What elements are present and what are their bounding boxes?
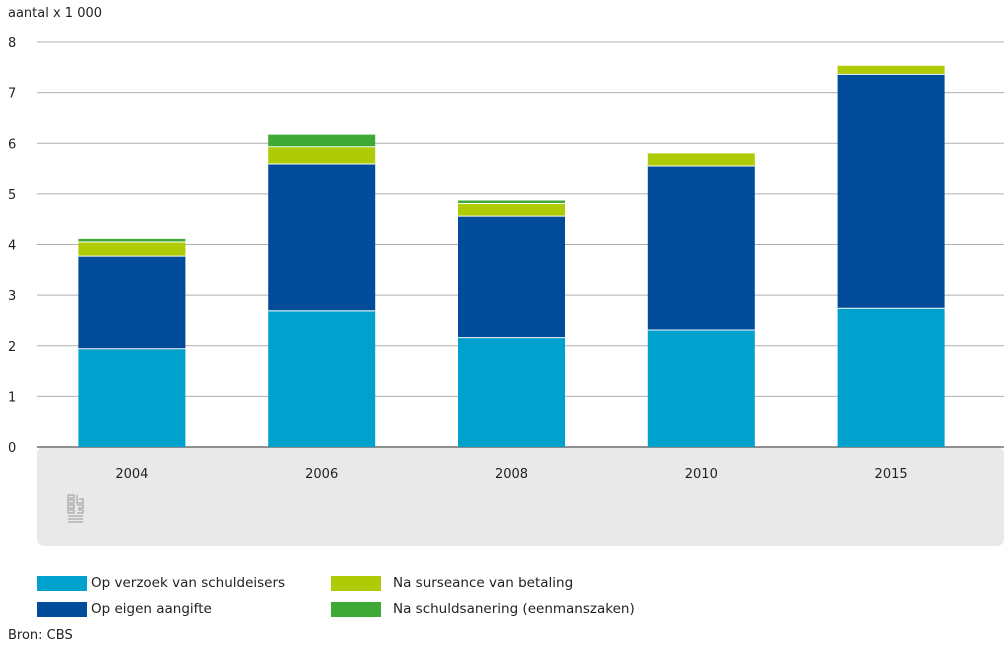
legend-swatch (37, 575, 87, 591)
bar-segment (458, 202, 565, 216)
y-tick-label: 4 (8, 239, 16, 254)
bar-segment (78, 255, 186, 349)
y-tick-label: 5 (8, 188, 16, 203)
bars (78, 63, 945, 447)
x-axis-ticks: 2004 2006 2008 2010 2015 (115, 467, 907, 482)
chart: 0 1 2 3 4 5 6 7 8 2004 2006 2008 2010 2015 (8, 36, 1004, 546)
bar-segment (458, 199, 565, 203)
bar-segment (78, 348, 186, 447)
bar-segment (268, 310, 376, 447)
y-axis-ticks: 0 1 2 3 4 5 6 7 8 (8, 36, 16, 456)
bar-segment (647, 152, 755, 166)
x-tick-label: 2015 (875, 467, 908, 482)
legend-item: Op verzoek van schuldeisers (37, 575, 285, 591)
y-tick-label: 2 (8, 340, 16, 355)
bar-segment (647, 329, 755, 447)
y-tick-label: 3 (8, 289, 16, 304)
legend-label: Op verzoek van schuldeisers (91, 575, 286, 591)
bar-segment (837, 64, 945, 74)
bar-segment (458, 337, 565, 447)
bar-segment (268, 146, 376, 164)
bar-segment (458, 215, 565, 338)
bar-segment (837, 73, 945, 308)
legend-item: Na surseance van betaling (331, 575, 573, 591)
plot-footer-band (37, 447, 1004, 546)
legend-swatch (37, 601, 87, 617)
y-tick-label: 7 (8, 87, 16, 102)
y-tick-label: 8 (8, 36, 16, 51)
legend-label: Na schuldsanering (eenmanszaken) (393, 601, 635, 617)
legend-item: Na schuldsanering (eenmanszaken) (331, 601, 635, 617)
bar-segment (647, 165, 755, 330)
bar-segment (268, 133, 376, 147)
x-tick-label: 2004 (115, 467, 148, 482)
x-tick-label: 2006 (305, 467, 338, 482)
y-tick-label: 0 (8, 441, 16, 456)
bar-segment (268, 163, 376, 311)
legend-swatch (331, 575, 381, 591)
legend-label: Na surseance van betaling (393, 575, 574, 591)
source-note: Bron: CBS (8, 628, 73, 643)
legend: Op verzoek van schuldeisers Na surseance… (37, 575, 737, 625)
bar-segment (78, 241, 186, 256)
legend-swatch (331, 601, 381, 617)
legend-item: Op eigen aangifte (37, 601, 212, 617)
bar-segment (837, 307, 945, 447)
bar-segment (78, 237, 186, 242)
legend-label: Op eigen aangifte (91, 601, 212, 617)
x-tick-label: 2010 (685, 467, 718, 482)
y-tick-label: 6 (8, 137, 16, 152)
x-tick-label: 2008 (495, 467, 528, 482)
y-tick-label: 1 (8, 390, 16, 405)
cbs-logo-icon (67, 494, 84, 523)
y-axis-label: aantal x 1 000 (8, 6, 103, 21)
